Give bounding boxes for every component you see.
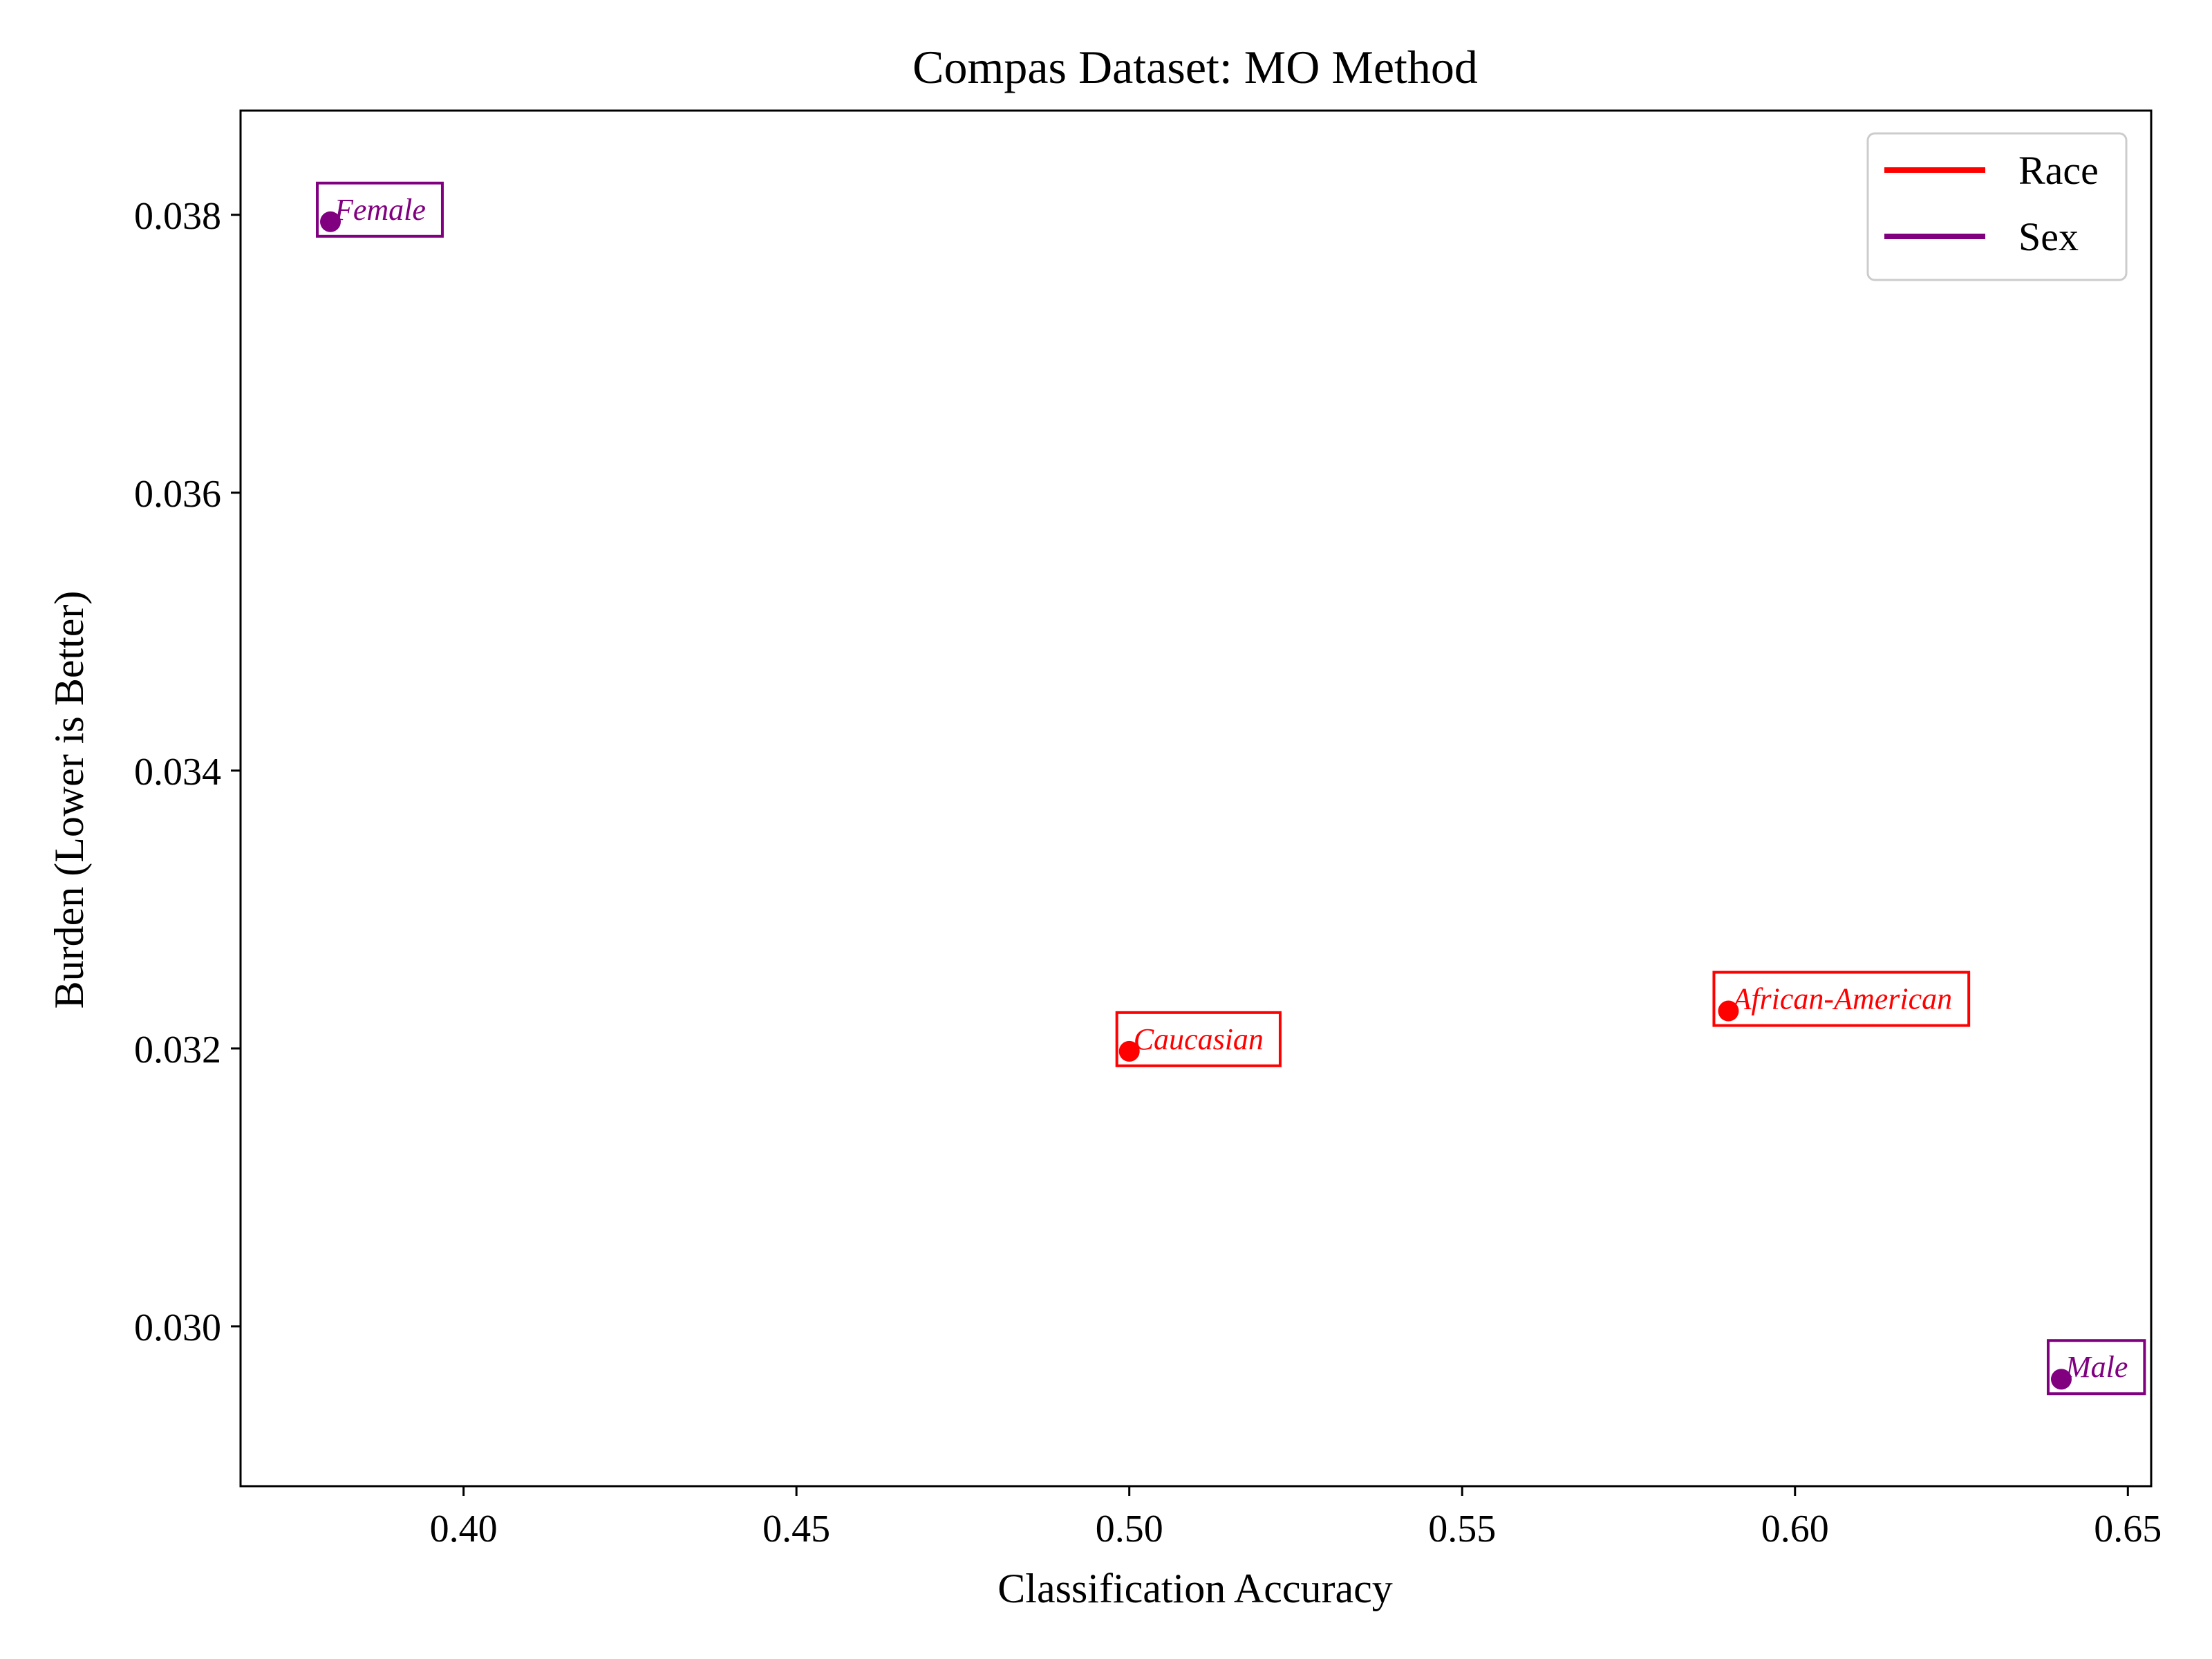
x-tick-label: 0.55 xyxy=(1428,1508,1496,1550)
data-point xyxy=(1118,1040,1140,1062)
point-label: African-American xyxy=(1730,982,1952,1016)
x-tick-label: 0.60 xyxy=(1761,1508,1829,1550)
plot-frame xyxy=(239,109,2153,1488)
point-label-box xyxy=(2046,1339,2146,1396)
x-tick-label: 0.45 xyxy=(762,1508,830,1550)
point-label-box xyxy=(1712,971,1971,1027)
x-tick-label: 0.65 xyxy=(2094,1508,2162,1550)
x-tick-label: 0.40 xyxy=(430,1508,498,1550)
data-point xyxy=(1718,1000,1739,1022)
x-axis-label: Classification Accuracy xyxy=(997,1566,1392,1611)
point-label: Male xyxy=(2065,1350,2128,1384)
y-tick-label: 0.034 xyxy=(134,751,221,794)
point-label-box xyxy=(316,181,444,238)
y-tick-label: 0.038 xyxy=(134,195,221,238)
chart-title: Compas Dataset: MO Method xyxy=(912,41,1478,93)
point-label: Female xyxy=(334,193,426,227)
data-point xyxy=(320,211,341,232)
legend-label: Race xyxy=(2018,148,2099,193)
x-tick-label: 0.50 xyxy=(1096,1508,1163,1550)
point-label: Caucasian xyxy=(1134,1022,1264,1056)
legend-label: Sex xyxy=(2018,214,2079,259)
data-point xyxy=(2050,1369,2072,1390)
y-axis-label: Burden (Lower is Better) xyxy=(46,591,92,1009)
y-tick-label: 0.032 xyxy=(134,1029,221,1071)
y-tick-label: 0.036 xyxy=(134,473,221,516)
y-tick-label: 0.030 xyxy=(134,1306,221,1349)
point-label-box xyxy=(1115,1011,1282,1067)
